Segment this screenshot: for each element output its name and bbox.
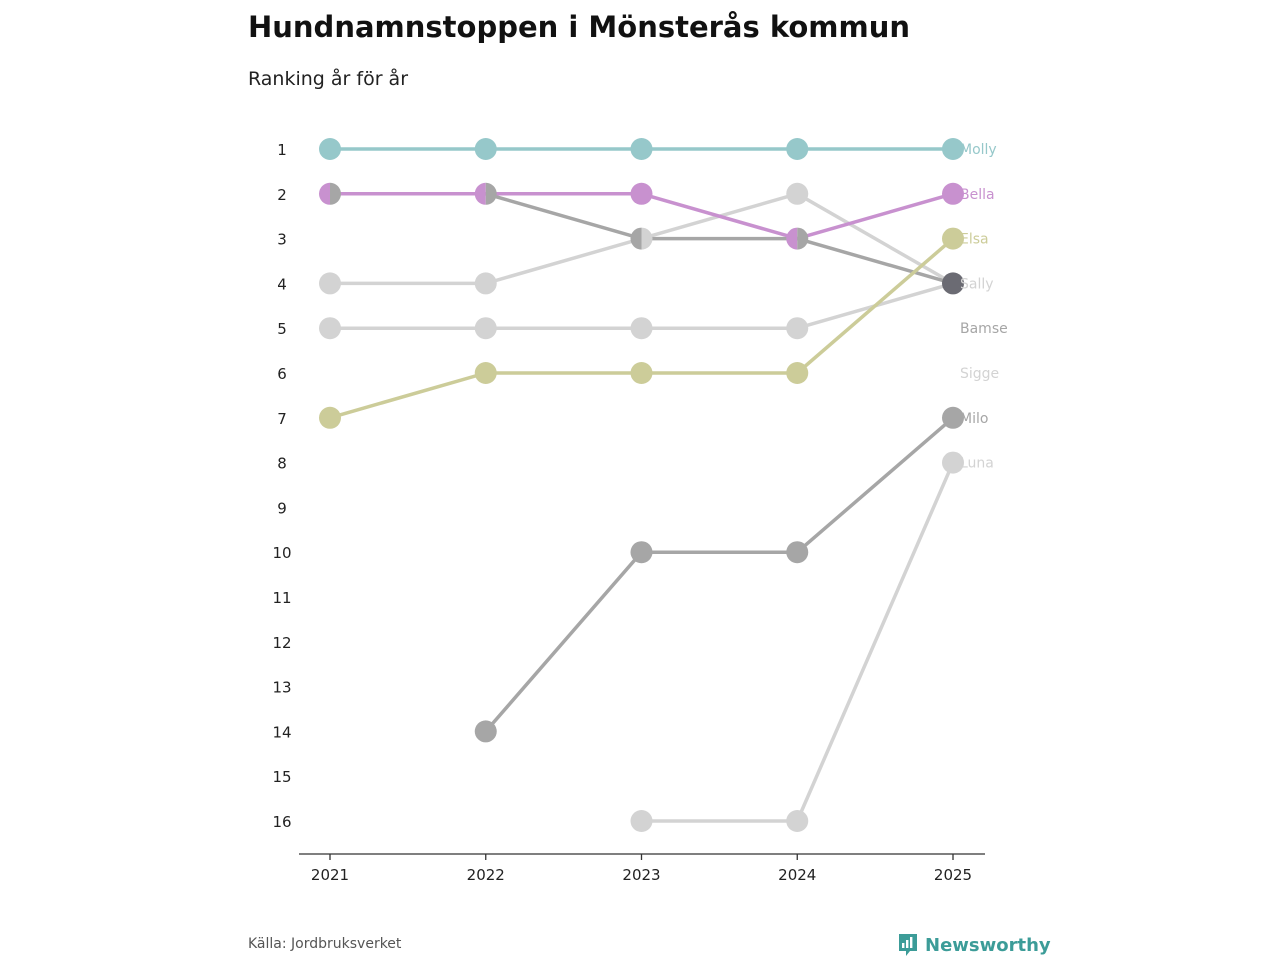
- y-tick-label: 13: [272, 679, 291, 697]
- point-molly: [630, 138, 653, 160]
- end-label-luna: Luna: [960, 456, 994, 472]
- point-sigge: [474, 272, 497, 295]
- point-sigge: [786, 182, 809, 205]
- point-elsa: [630, 362, 653, 384]
- series-lines: [328, 147, 955, 823]
- point-bella: [319, 182, 330, 205]
- point-bamse: [319, 317, 341, 340]
- y-tick-label: 3: [277, 231, 287, 249]
- x-tick-label: 2021: [311, 866, 349, 884]
- y-tick-label: 14: [272, 723, 291, 741]
- point-molly: [319, 138, 341, 160]
- point-bamse: [786, 317, 809, 340]
- point-bella: [786, 227, 798, 250]
- brand-logo: Newsworthy: [897, 932, 1051, 958]
- y-tick-label: 4: [277, 275, 287, 293]
- point-bamse: [630, 317, 653, 340]
- end-label-elsa: Elsa: [960, 232, 989, 248]
- point-molly: [786, 138, 809, 160]
- source-note: Källa: Jordbruksverket: [248, 936, 402, 952]
- chart-subtitle: Ranking år för år: [248, 68, 409, 90]
- point-bamse: [474, 317, 497, 340]
- point-milo: [474, 720, 497, 743]
- x-tick-label: 2023: [622, 866, 660, 884]
- end-label-sigge: Sigge: [960, 366, 999, 382]
- y-tick-label: 1: [277, 141, 287, 159]
- end-label-milo: Milo: [960, 411, 988, 427]
- point-sally: [797, 227, 809, 250]
- point-luna: [942, 451, 964, 474]
- point-sigge: [641, 227, 653, 250]
- point-elsa: [319, 406, 341, 429]
- chart-title: Hundnamnstoppen i Mönsterås kommun: [248, 10, 911, 44]
- end-label-sally: Sally: [960, 276, 994, 292]
- point-sigge: [319, 272, 341, 295]
- point-elsa: [942, 227, 964, 250]
- series-line-luna: [639, 460, 955, 823]
- point-bella: [474, 182, 486, 205]
- y-tick-label: 16: [272, 813, 291, 831]
- point-sally: [485, 182, 497, 205]
- y-tick-label: 2: [277, 186, 287, 204]
- x-tick-label: 2025: [934, 866, 972, 884]
- point-elsa: [474, 362, 497, 384]
- end-label-bamse: Bamse: [960, 321, 1008, 337]
- y-tick-label: 7: [277, 410, 287, 428]
- x-axis: 2021 2022 2023 2024 2025: [299, 853, 985, 884]
- end-label-molly: Molly: [960, 142, 997, 158]
- point-molly: [474, 138, 497, 160]
- y-tick-label: 11: [272, 589, 291, 607]
- end-label-bella: Bella: [960, 187, 995, 203]
- end-labels: Molly Bella Elsa Sally Bamse Sigge Milo Luna: [960, 142, 1008, 472]
- y-tick-label: 12: [272, 634, 291, 652]
- point-luna: [630, 810, 653, 832]
- point-bella: [942, 182, 964, 205]
- point-molly: [942, 138, 964, 160]
- point-tie: [942, 272, 964, 295]
- point-sally: [330, 182, 341, 205]
- series-line-milo: [484, 416, 955, 734]
- y-tick-label: 5: [277, 320, 287, 338]
- point-milo: [786, 541, 809, 564]
- series-points: [319, 138, 964, 832]
- y-tick-label: 8: [277, 455, 287, 473]
- point-elsa: [786, 362, 809, 384]
- y-tick-label: 6: [277, 365, 287, 383]
- x-tick-label: 2024: [778, 866, 816, 884]
- x-tick-label: 2022: [467, 866, 505, 884]
- y-tick-label: 10: [272, 544, 291, 562]
- y-tick-label: 15: [272, 768, 291, 786]
- newsworthy-logo-icon: [899, 934, 917, 956]
- point-milo: [630, 541, 653, 564]
- point-bella: [630, 182, 653, 205]
- y-tick-label: 9: [277, 499, 287, 517]
- point-luna: [786, 810, 809, 832]
- point-sally: [630, 227, 642, 250]
- brand-name: Newsworthy: [925, 934, 1051, 956]
- point-milo: [942, 406, 964, 429]
